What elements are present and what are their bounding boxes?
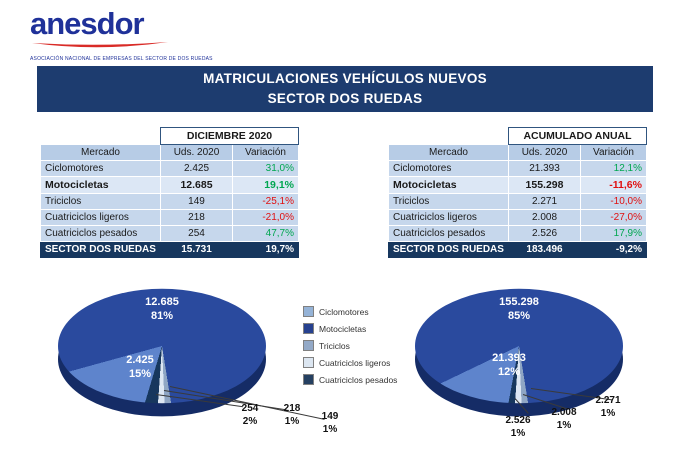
pie-label-cuatriciclos-ligeros: 218 1%	[283, 403, 301, 427]
pie-label-cuatriciclos-pesados: 254 2%	[241, 403, 259, 427]
pie-label-motocicletas: 155.298 85%	[499, 296, 539, 322]
legend-swatch-icon	[303, 340, 314, 351]
legend-swatch-icon	[303, 323, 314, 334]
pie-label-cuatriciclos-ligeros: 2.008 1%	[551, 407, 577, 431]
table-row: Triciclos 2.271 -10,0%	[388, 193, 647, 210]
pie-label-triciclos: 149 1%	[321, 411, 339, 435]
anesdor-logo: anesdor ASOCIACIÓN NACIONAL DE EMPRESAS …	[30, 6, 213, 62]
legend-swatch-icon	[303, 306, 314, 317]
legend-item-ciclomotores: Ciclomotores	[303, 306, 397, 317]
pie-chart-december: 12.685 81% 2.425 15% 254 2% 218 1% 149 1…	[58, 288, 338, 438]
chart-legend: Ciclomotores Motocicletas Triciclos Cuat…	[303, 306, 397, 391]
table-row: Cuatriciclos ligeros 2.008 -27,0%	[388, 209, 647, 226]
col-header-variacion: Variación	[232, 144, 299, 161]
col-header-uds: Uds. 2020	[508, 144, 581, 161]
legend-swatch-icon	[303, 374, 314, 385]
pie-chart-annual: 155.298 85% 21.393 12% 2.526 1% 2.008 1%…	[415, 288, 623, 439]
table-row: Cuatriciclos ligeros 218 -21,0%	[40, 209, 299, 226]
table-period-row: DICIEMBRE 2020	[41, 127, 299, 145]
col-header-mercado: Mercado	[40, 144, 161, 161]
pie-label-ciclomotores: 21.393 12%	[492, 352, 526, 378]
table-row: Cuatriciclos pesados 2.526 17,9%	[388, 225, 647, 242]
legend-swatch-icon	[303, 357, 314, 368]
table-header-row: Mercado Uds. 2020 Variación	[388, 144, 647, 161]
legend-item-motocicletas: Motocicletas	[303, 323, 397, 334]
col-header-uds: Uds. 2020	[160, 144, 233, 161]
table-total-row: SECTOR DOS RUEDAS 183.496 -9,2%	[388, 241, 647, 258]
banner-line1: MATRICULACIONES VEHÍCULOS NUEVOS	[203, 70, 487, 86]
table-annual: ACUMULADO ANUAL Mercado Uds. 2020 Variac…	[388, 127, 647, 258]
logo-swoosh-icon	[30, 37, 210, 55]
col-header-mercado: Mercado	[388, 144, 509, 161]
pie-face	[415, 288, 623, 404]
title-banner: MATRICULACIONES VEHÍCULOS NUEVOS SECTOR …	[37, 66, 653, 112]
logo-tagline: ASOCIACIÓN NACIONAL DE EMPRESAS DEL SECT…	[30, 56, 213, 62]
pie-label-cuatriciclos-pesados: 2.526 1%	[505, 415, 531, 439]
pie-label-triciclos: 2.271 1%	[595, 395, 621, 419]
pie-face	[58, 288, 266, 404]
table-row: Motocicletas 155.298 -11,6%	[388, 176, 647, 194]
logo-wordmark: anesdor	[30, 6, 145, 41]
table-total-row: SECTOR DOS RUEDAS 15.731 19,7%	[40, 241, 299, 258]
legend-item-cuatriciclos-pesados: Cuatriciclos pesados	[303, 374, 397, 385]
table-row: Ciclomotores 2.425 31,0%	[40, 160, 299, 177]
period-label-annual: ACUMULADO ANUAL	[508, 127, 647, 145]
table-row: Ciclomotores 21.393 12,1%	[388, 160, 647, 177]
legend-item-triciclos: Triciclos	[303, 340, 397, 351]
period-label-december: DICIEMBRE 2020	[160, 127, 299, 145]
table-row: Cuatriciclos pesados 254 47,7%	[40, 225, 299, 242]
pie-label-motocicletas: 12.685 81%	[145, 296, 179, 322]
col-header-variacion: Variación	[580, 144, 647, 161]
pie-label-ciclomotores: 2.425 15%	[126, 354, 154, 380]
table-december: DICIEMBRE 2020 Mercado Uds. 2020 Variaci…	[40, 127, 299, 258]
table-row: Triciclos 149 -25,1%	[40, 193, 299, 210]
banner-line2: SECTOR DOS RUEDAS	[267, 91, 423, 106]
table-row: Motocicletas 12.685 19,1%	[40, 176, 299, 194]
table-header-row: Mercado Uds. 2020 Variación	[40, 144, 299, 161]
legend-item-cuatriciclos-ligeros: Cuatriciclos ligeros	[303, 357, 397, 368]
table-period-row: ACUMULADO ANUAL	[389, 127, 647, 145]
